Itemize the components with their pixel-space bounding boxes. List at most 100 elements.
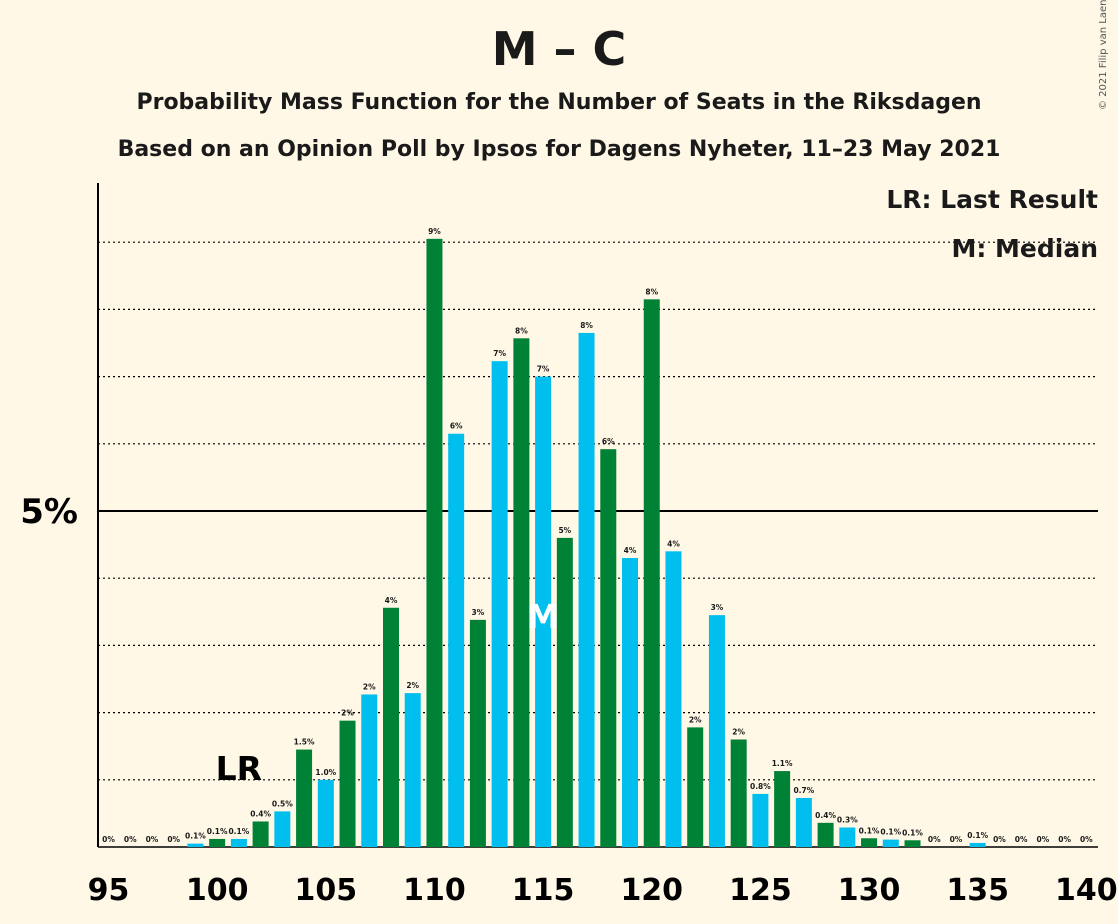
bars-group <box>187 238 986 848</box>
copyright-notice: © 2021 Filip van Laenen <box>1098 0 1109 110</box>
bar <box>774 771 791 847</box>
bar <box>274 811 291 847</box>
bar-value-label: 0.4% <box>250 809 271 818</box>
bar <box>708 615 725 847</box>
bar <box>317 779 334 847</box>
bar-value-label: 9% <box>428 227 441 236</box>
bar-value-label: 0.8% <box>750 782 771 791</box>
bar <box>230 838 247 847</box>
bar <box>600 449 617 847</box>
bar-value-label: 7% <box>537 365 550 374</box>
bar-value-label: 0.1% <box>228 827 249 836</box>
x-tick-label: 105 <box>294 873 357 908</box>
bar <box>339 720 356 847</box>
x-tick-label: 135 <box>946 873 1009 908</box>
bar-value-label: 8% <box>645 287 658 296</box>
bar-value-label: 0.1% <box>967 831 988 840</box>
bar-value-label: 0.1% <box>902 828 923 837</box>
bar <box>209 838 226 847</box>
last-result-marker: LR <box>216 749 262 788</box>
bar <box>861 838 878 847</box>
x-tick-label: 130 <box>838 873 901 908</box>
bar-value-label: 0.4% <box>815 811 836 820</box>
chart-subtitle-2: Based on an Opinion Poll by Ipsos for Da… <box>117 137 1001 162</box>
bar <box>730 739 747 847</box>
x-tick-label: 95 <box>88 873 130 908</box>
bar <box>556 537 573 847</box>
x-ticks-group: 95 100 105 110 115 120 125 130 135 140 <box>88 873 1118 908</box>
x-tick-label: 120 <box>620 873 683 908</box>
chart-title: M – C <box>491 22 627 76</box>
x-tick-label: 110 <box>403 873 466 908</box>
bar-value-label: 0.3% <box>837 816 858 825</box>
bar <box>795 797 812 847</box>
value-labels-group: 0% 0% 0% 0% 0.1%0.1% 0.1%0.4%0.5%1.5%1.0%2%2%… <box>102 227 1093 844</box>
bar-value-label: 4% <box>385 596 398 605</box>
bar-value-label: 8% <box>580 321 593 330</box>
bar-value-label: 2% <box>363 682 376 691</box>
bar-value-label: 1.0% <box>315 768 336 777</box>
bar-value-label: 0% <box>124 835 137 844</box>
bar <box>665 551 682 847</box>
x-tick-label: 115 <box>512 873 575 908</box>
bar-value-label: 4% <box>667 539 680 548</box>
bar <box>839 827 856 847</box>
bar <box>426 238 443 848</box>
bar <box>882 839 899 847</box>
bar-value-label: 0% <box>1015 835 1028 844</box>
bar <box>296 749 313 847</box>
bar-value-label: 6% <box>450 422 463 431</box>
bar-value-label: 4% <box>624 546 637 555</box>
bar <box>448 433 465 847</box>
bar <box>469 619 486 847</box>
bar <box>817 822 834 847</box>
bar-value-label: 0% <box>167 835 180 844</box>
bar-value-label: 0% <box>146 835 159 844</box>
annotations-group: LR M <box>216 597 560 788</box>
bar-value-label: 0.1% <box>859 826 880 835</box>
bar-value-label: 2% <box>406 681 419 690</box>
bar <box>382 607 399 847</box>
bar <box>752 793 769 847</box>
bar-value-label: 2% <box>341 709 354 718</box>
bar <box>513 338 530 847</box>
bar-value-label: 3% <box>711 603 724 612</box>
bar-value-label: 0% <box>102 835 115 844</box>
bar <box>187 843 204 847</box>
bar-value-label: 0% <box>928 835 941 844</box>
bar-value-label: 0% <box>950 835 963 844</box>
x-tick-label: 125 <box>729 873 792 908</box>
bar <box>535 376 552 847</box>
legend-last-result: LR: Last Result <box>886 185 1098 214</box>
bar-value-label: 0% <box>1058 835 1071 844</box>
bar <box>404 693 421 847</box>
bar <box>622 558 639 847</box>
bar-value-label: 0% <box>1080 835 1093 844</box>
bar <box>578 332 595 847</box>
bar-value-label: 0.1% <box>207 827 228 836</box>
bar-value-label: 0.7% <box>793 786 814 795</box>
bar-value-label: 0.1% <box>185 832 206 841</box>
bar <box>969 842 986 847</box>
bar-value-label: 2% <box>732 727 745 736</box>
bar <box>643 299 660 847</box>
bar-value-label: 6% <box>602 437 615 446</box>
bar-value-label: 0% <box>1037 835 1050 844</box>
bar <box>904 840 921 847</box>
bar-value-label: 8% <box>515 326 528 335</box>
bar-value-label: 1.1% <box>772 759 793 768</box>
legend-median: M: Median <box>951 234 1098 263</box>
bar <box>361 694 378 847</box>
x-tick-label: 100 <box>186 873 249 908</box>
bar-value-label: 0% <box>993 835 1006 844</box>
bar <box>491 361 508 847</box>
x-tick-label: 140 <box>1055 873 1118 908</box>
bar-value-label: 2% <box>689 715 702 724</box>
bar-value-label: 0.1% <box>880 828 901 837</box>
median-marker: M <box>527 597 560 636</box>
bar-value-label: 1.5% <box>294 738 315 747</box>
y-tick-label: 5% <box>20 492 78 532</box>
grid-lines: 5% <box>20 183 1098 848</box>
bar-value-label: 0.5% <box>272 799 293 808</box>
